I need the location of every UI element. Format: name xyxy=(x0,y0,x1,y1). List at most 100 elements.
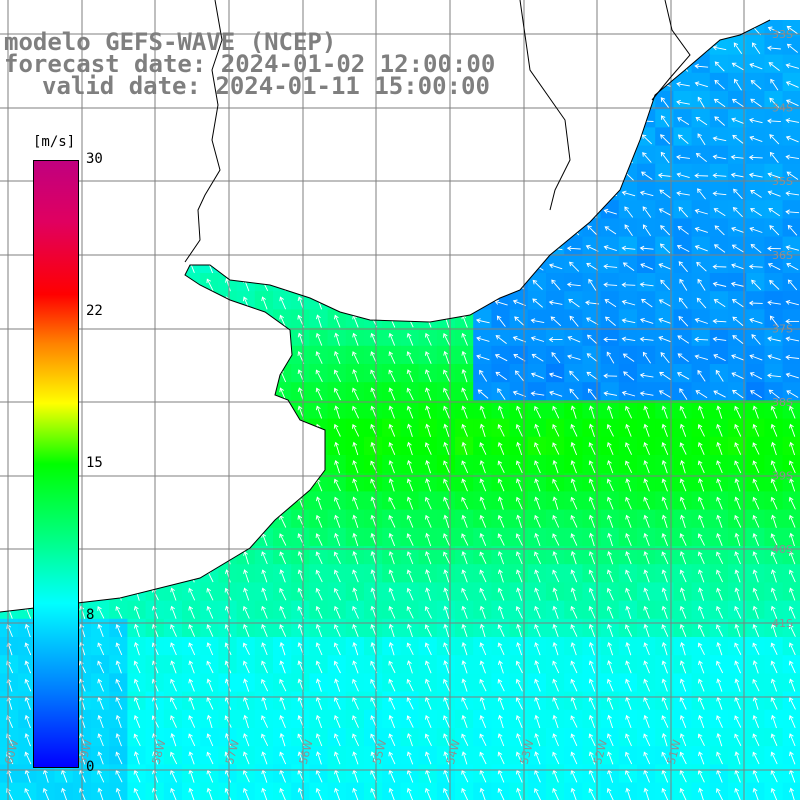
speed-cell xyxy=(91,0,110,19)
speed-cell xyxy=(400,218,419,237)
speed-cell xyxy=(291,109,310,128)
speed-cell xyxy=(637,273,656,292)
speed-cell xyxy=(564,764,583,783)
speed-cell xyxy=(455,146,474,165)
speed-cell xyxy=(309,382,328,401)
speed-cell xyxy=(473,182,492,201)
speed-cell xyxy=(55,109,74,128)
speed-cell xyxy=(637,692,656,711)
speed-cell xyxy=(346,109,365,128)
speed-cell xyxy=(510,91,529,110)
wind-arrow xyxy=(316,243,321,255)
speed-cell xyxy=(400,182,419,201)
speed-cell xyxy=(309,127,328,146)
speed-cell xyxy=(127,273,146,292)
speed-cell xyxy=(619,364,638,383)
wind-arrow xyxy=(25,498,31,510)
wind-arrow xyxy=(371,242,376,254)
speed-cell xyxy=(528,309,547,328)
speed-cell xyxy=(0,437,19,456)
speed-cell xyxy=(382,200,401,219)
speed-cell xyxy=(564,237,583,256)
speed-cell xyxy=(127,400,146,419)
speed-cell xyxy=(127,328,146,347)
speed-cell xyxy=(710,164,729,183)
speed-cell xyxy=(346,182,365,201)
speed-cell xyxy=(546,218,565,237)
wind-arrow xyxy=(533,44,542,53)
speed-cell xyxy=(619,91,638,110)
speed-cell xyxy=(546,564,565,583)
speed-cell xyxy=(528,237,547,256)
speed-cell xyxy=(255,673,274,692)
wind-arrow xyxy=(568,192,581,196)
speed-cell xyxy=(328,728,347,747)
speed-cell xyxy=(564,109,583,128)
wind-arrow xyxy=(696,45,707,52)
wind-arrow xyxy=(25,97,30,109)
speed-cell xyxy=(783,127,800,146)
speed-cell xyxy=(382,146,401,165)
wind-arrow xyxy=(262,479,267,491)
speed-cell xyxy=(400,164,419,183)
speed-cell xyxy=(510,218,529,237)
wind-arrow xyxy=(171,134,177,146)
wind-arrow xyxy=(568,209,580,214)
speed-cell xyxy=(510,109,529,128)
speed-cell xyxy=(637,164,656,183)
speed-cell xyxy=(637,728,656,747)
speed-cell xyxy=(182,710,201,729)
speed-cell xyxy=(382,109,401,128)
speed-cell xyxy=(309,273,328,292)
speed-cell xyxy=(419,491,438,510)
speed-cell xyxy=(218,291,237,310)
wind-arrow xyxy=(641,82,653,88)
wind-arrow xyxy=(389,152,394,164)
wind-arrow xyxy=(316,170,322,182)
wind-arrow xyxy=(243,206,249,218)
speed-cell xyxy=(673,0,692,19)
wind-arrow xyxy=(407,261,413,273)
speed-cell xyxy=(510,273,529,292)
wind-arrow xyxy=(623,82,635,88)
speed-cell xyxy=(491,419,510,438)
speed-cell xyxy=(582,182,601,201)
speed-cell xyxy=(473,109,492,128)
wind-arrow xyxy=(353,133,359,145)
speed-cell xyxy=(528,273,547,292)
speed-cell xyxy=(255,364,274,383)
speed-cell xyxy=(328,0,347,19)
speed-cell xyxy=(346,673,365,692)
speed-cell xyxy=(109,237,128,256)
wind-arrow xyxy=(134,297,139,309)
wind-arrow xyxy=(695,10,708,14)
wind-arrow xyxy=(497,44,507,53)
speed-cell xyxy=(400,382,419,401)
speed-cell xyxy=(564,746,583,765)
speed-cell xyxy=(218,109,237,128)
latitude-label: 33S xyxy=(772,28,793,41)
speed-cell xyxy=(419,182,438,201)
speed-cell xyxy=(473,783,492,800)
speed-cell xyxy=(91,200,110,219)
speed-cell xyxy=(364,0,383,19)
wind-arrow xyxy=(98,589,104,601)
wind-arrow xyxy=(25,425,30,437)
speed-cell xyxy=(0,528,19,547)
speed-cell xyxy=(109,200,128,219)
speed-cell xyxy=(564,182,583,201)
speed-cell xyxy=(0,182,19,201)
speed-cell xyxy=(164,164,183,183)
speed-cell xyxy=(582,291,601,310)
speed-cell xyxy=(619,309,638,328)
speed-cell xyxy=(528,364,547,383)
wind-arrow xyxy=(407,224,412,236)
speed-cell xyxy=(164,328,183,347)
speed-cell xyxy=(400,273,419,292)
speed-cell xyxy=(273,309,292,328)
wind-arrow xyxy=(207,333,212,345)
speed-cell xyxy=(91,437,110,456)
speed-cell xyxy=(673,692,692,711)
speed-cell xyxy=(692,328,711,347)
wind-arrow xyxy=(280,133,286,145)
